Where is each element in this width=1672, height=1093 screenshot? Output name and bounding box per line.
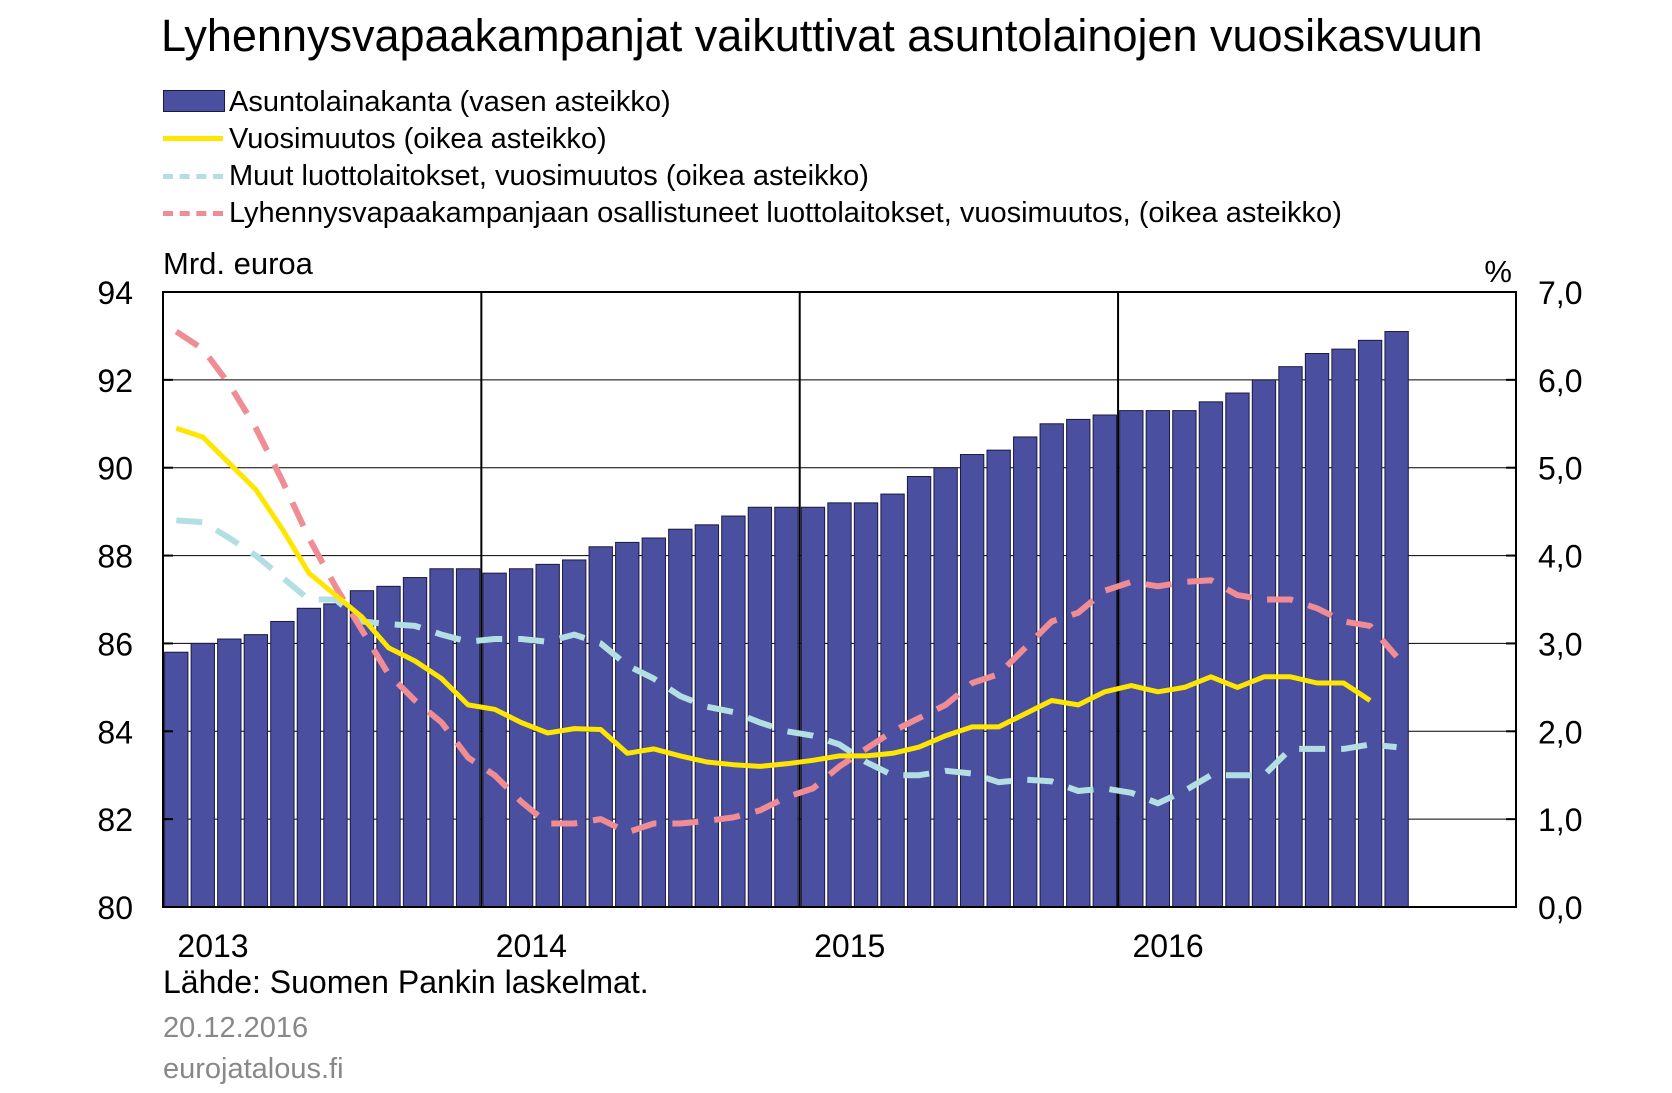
bar: [1251, 379, 1277, 908]
y-left-tick-label: 88: [97, 539, 133, 575]
legend-label-kampanja: Lyhennysvapaakampanjaan osallistuneet lu…: [229, 197, 1342, 229]
series-line-dashed: [174, 329, 1399, 836]
legend-swatch-lightblue-dash: [163, 174, 223, 179]
y-right-tick-label: 7,0: [1538, 275, 1582, 311]
y-left-tick-label: 80: [97, 890, 133, 926]
bar: [508, 568, 534, 908]
bar: [747, 506, 773, 908]
bar: [535, 563, 560, 908]
y-left-tick-label: 82: [97, 802, 133, 838]
bar: [641, 537, 666, 908]
y-left-tick-label: 84: [97, 714, 133, 750]
y-right-tick-label: 2,0: [1538, 714, 1582, 750]
y-right-tick-label: 6,0: [1538, 363, 1582, 399]
bar: [429, 568, 454, 908]
y-right-tick-label: 3,0: [1538, 626, 1582, 662]
y-left-tick-label: 92: [97, 363, 133, 399]
plot-frame: [162, 291, 1517, 908]
y-left-tick-label: 86: [97, 626, 133, 662]
chart-title: Lyhennysvapaakampanjat vaikuttivat asunt…: [161, 10, 1483, 61]
legend-label-muut: Muut luottolaitokset, vuosimuutos (oikea…: [229, 160, 869, 192]
bar: [1066, 418, 1091, 908]
footer-site: eurojatalous.fi: [163, 1053, 344, 1085]
y-left-unit-label: Mrd. euroa: [163, 246, 314, 281]
bar: [1039, 423, 1064, 908]
legend-swatch-pink-dash: [163, 211, 223, 216]
x-tick-label: 2015: [814, 928, 885, 964]
bar: [270, 620, 295, 908]
bar: [562, 559, 587, 908]
footer-date: 20.12.2016: [163, 1012, 309, 1044]
legend-label-bars: Asuntolainakanta (vasen asteikko): [229, 86, 671, 118]
bar: [1172, 410, 1197, 908]
bar: [376, 585, 401, 908]
bar: [800, 506, 826, 908]
bar: [190, 642, 215, 908]
bar: [1145, 410, 1171, 908]
bar: [1092, 414, 1117, 908]
series-line-dashed: [176, 517, 1397, 807]
y-right-tick-label: 5,0: [1538, 451, 1582, 487]
legend-swatch-bar: [163, 90, 225, 112]
y-right-unit-label: %: [1484, 254, 1512, 289]
legend-label-vuosimuutos: Vuosimuutos (oikea asteikko): [229, 123, 607, 155]
bar: [694, 524, 720, 908]
x-tick-label: 2014: [496, 928, 567, 964]
bar: [217, 638, 242, 908]
bar: [774, 506, 799, 908]
bar: [1384, 331, 1409, 908]
y-left-tick-label: 90: [97, 451, 133, 487]
legend-swatch-yellow-line: [163, 136, 223, 141]
y-right-tick-label: 4,0: [1538, 539, 1582, 575]
bar: [482, 572, 507, 908]
bar: [164, 651, 189, 908]
bar: [880, 493, 905, 908]
bar: [1278, 366, 1303, 908]
bar: [668, 528, 693, 908]
bar: [906, 476, 932, 908]
series-line-solid: [175, 425, 1372, 769]
bar: [827, 502, 852, 908]
bar: [1331, 348, 1356, 908]
bar: [296, 607, 322, 908]
y-right-tick-label: 1,0: [1538, 802, 1582, 838]
x-tick-label: 2013: [177, 928, 248, 964]
bar: [1013, 436, 1038, 908]
y-right-tick-label: 0,0: [1538, 890, 1582, 926]
bar: [1225, 392, 1250, 908]
bar: [1119, 410, 1144, 908]
bar: [853, 502, 879, 908]
bar: [1304, 353, 1330, 908]
footer-source: Lähde: Suomen Pankin laskelmat.: [163, 964, 649, 1000]
bar: [323, 603, 348, 908]
bar: [349, 590, 375, 908]
bar: [455, 568, 481, 908]
bar: [243, 634, 269, 908]
bar: [1198, 401, 1224, 908]
y-left-tick-label: 94: [97, 275, 133, 311]
x-tick-label: 2016: [1132, 928, 1203, 964]
bar: [615, 541, 640, 908]
bar: [933, 467, 958, 908]
